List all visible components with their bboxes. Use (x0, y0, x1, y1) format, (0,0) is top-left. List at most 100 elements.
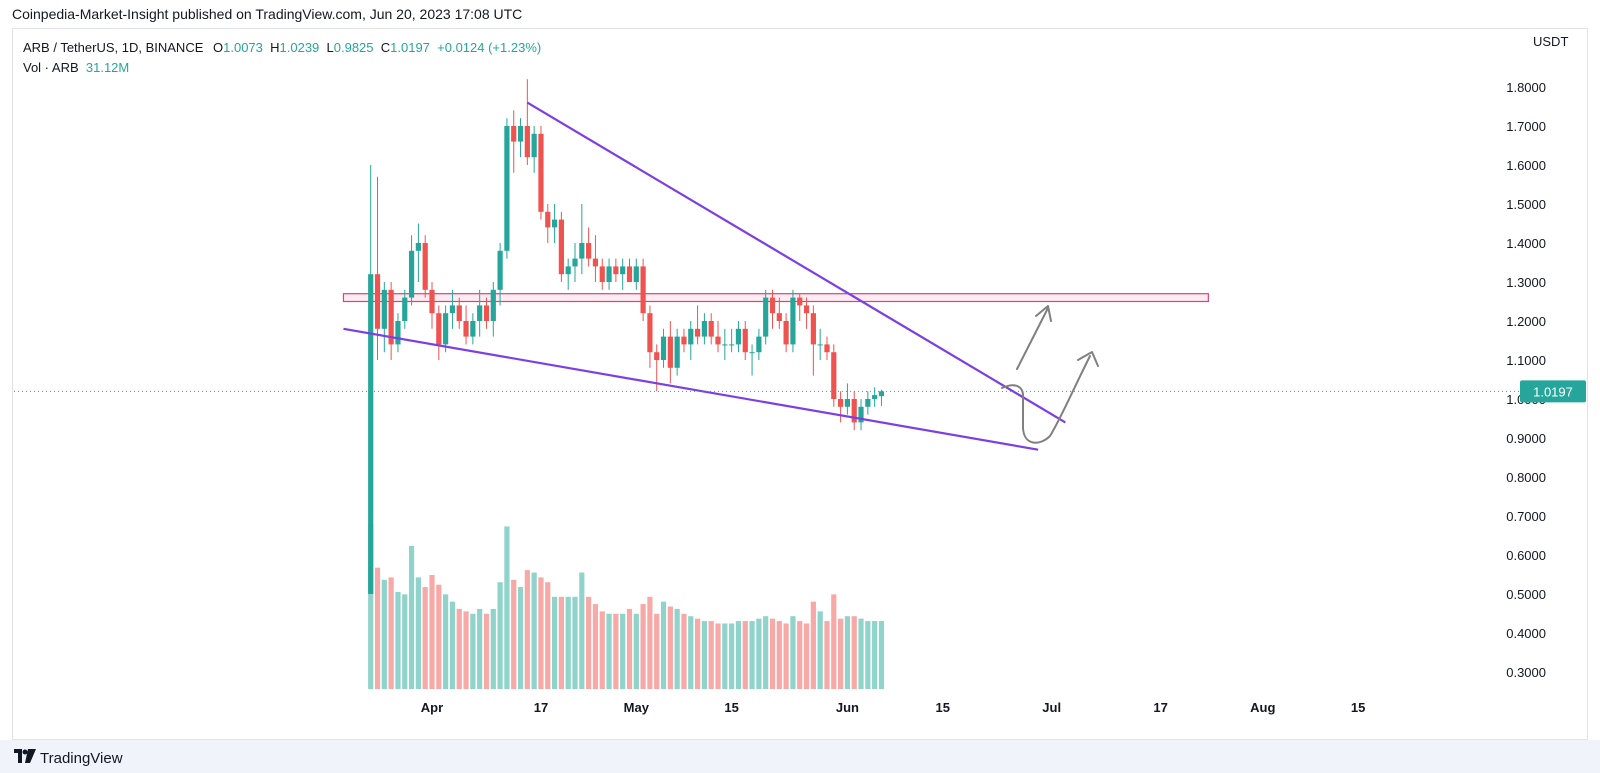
candle-body (797, 297, 803, 306)
candle-body (851, 399, 857, 423)
candle-body (824, 344, 830, 353)
price-tick-label: 0.8000 (1506, 470, 1546, 485)
candle-body (701, 321, 707, 337)
volume-bar (844, 616, 851, 689)
footer-bar: TradingView (0, 740, 1600, 773)
price-tick-label: 0.4000 (1506, 626, 1546, 641)
close-value: 1.0197 (390, 40, 430, 55)
volume-bar (694, 618, 701, 689)
volume-bar (640, 604, 646, 689)
volume-bar (558, 596, 564, 689)
high-value: 1.0239 (279, 40, 320, 55)
candle-body (395, 321, 401, 345)
candle-body (368, 274, 374, 594)
candle-body (551, 219, 558, 228)
volume-bar (402, 594, 408, 689)
candle-body (865, 399, 871, 407)
volume-bar (449, 601, 456, 689)
price-tick-label: 0.5000 (1506, 587, 1546, 602)
volume-bar (436, 584, 442, 689)
price-tick-label: 0.6000 (1506, 548, 1546, 563)
volume-label[interactable]: Vol · ARB (23, 60, 79, 75)
price-tick-label: 1.5000 (1506, 197, 1546, 212)
symbol-label[interactable]: ARB / TetherUS, 1D, BINANCE (23, 40, 204, 55)
candle-body (470, 321, 476, 337)
candle-body (592, 258, 599, 267)
candle-body (708, 321, 714, 337)
volume-bar (395, 591, 401, 689)
lower-trendline[interactable] (343, 327, 1039, 451)
candle-body (817, 344, 823, 346)
tradingview-logo-icon (14, 749, 36, 767)
candle-body (681, 336, 687, 345)
price-tick-label: 1.3000 (1506, 275, 1546, 290)
candle-body (456, 305, 462, 321)
volume-bar (592, 604, 599, 689)
price-tick-label: 1.7000 (1506, 119, 1546, 134)
candle-body (606, 266, 612, 282)
candle-body (443, 313, 449, 345)
volume-bar (483, 613, 490, 689)
volume-bar (742, 621, 748, 689)
time-tick-label: 15 (936, 700, 950, 715)
time-tick-label: May (624, 700, 650, 715)
chart-legend: ARB / TetherUS, 1D, BINANCE O1.0073 H1.0… (23, 38, 541, 78)
volume-bar (626, 608, 633, 689)
volume-bar (565, 596, 571, 689)
arrow-up-short[interactable] (1016, 305, 1052, 370)
tradingview-brand[interactable]: TradingView (14, 749, 123, 767)
volume-bar (803, 623, 810, 689)
candle-body (831, 352, 837, 399)
time-axis[interactable]: Apr 17 May 15 Jun 15 Jul 17 Aug 15 (421, 700, 1366, 715)
candle-body (490, 289, 496, 321)
volume-bar (368, 524, 374, 689)
upper-trendline[interactable] (526, 101, 1066, 424)
volume-bar (756, 618, 762, 689)
candle-body (729, 344, 735, 346)
candle-body (545, 211, 551, 228)
candle-body (674, 336, 680, 368)
volume-bar (381, 579, 387, 689)
candle-body (586, 243, 592, 259)
price-tick-label: 1.8000 (1506, 80, 1546, 95)
volume-bar (422, 587, 428, 689)
candle-body (429, 289, 435, 314)
price-axis[interactable]: 1.8000 1.7000 1.6000 1.5000 1.4000 1.3000 1.20… (1506, 80, 1546, 680)
volume-bar (878, 621, 885, 689)
volume-bar (633, 613, 639, 689)
candle-body (858, 406, 864, 423)
candle-body (694, 328, 701, 337)
candle-body (381, 289, 387, 329)
resistance-zone-layer (342, 293, 1209, 303)
volume-bar (524, 570, 530, 689)
candle-body (756, 336, 762, 353)
last-price-tag: 1.0197 (14, 380, 1586, 403)
time-tick-label: Jul (1042, 700, 1061, 715)
ohlc-row: ARB / TetherUS, 1D, BINANCE O1.0073 H1.0… (23, 38, 541, 58)
volume-bar (647, 596, 653, 689)
time-tick-label: Aug (1250, 700, 1275, 715)
resistance-zone[interactable] (342, 293, 1209, 303)
volume-bar (388, 577, 394, 689)
volume-bar (620, 613, 626, 689)
volume-bar (463, 611, 469, 689)
volume-bar (729, 623, 735, 689)
close-label: C (380, 40, 391, 55)
currency-label[interactable]: USDT (1533, 34, 1569, 49)
candle-body (640, 266, 646, 314)
candle-body (558, 219, 564, 275)
volume-bar (858, 618, 864, 689)
volume-bar (708, 621, 714, 689)
volume-bar (551, 596, 558, 689)
candle-body (579, 243, 585, 259)
volume-bar (701, 621, 707, 689)
low-value: 0.9825 (333, 40, 374, 55)
time-tick-label: 15 (724, 700, 738, 715)
volume-bar (831, 594, 837, 689)
price-tick-label: 1.2000 (1506, 314, 1546, 329)
volume-bar (599, 611, 605, 689)
candle-body (538, 133, 544, 212)
arrow-dip-then-up[interactable] (1001, 351, 1099, 444)
candle-body (524, 126, 530, 158)
